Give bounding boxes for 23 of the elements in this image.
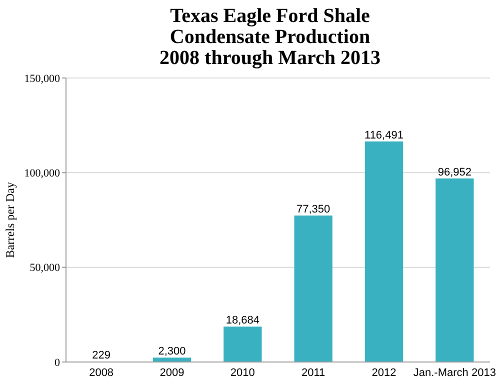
chart-title: Texas Eagle Ford Shale Condensate Production 2008 through March 2013: [160, 5, 380, 69]
x-tick-label: 2010: [230, 367, 255, 379]
y-tick-label: 100,000: [24, 168, 60, 180]
y-tick-label: 50,000: [30, 262, 60, 274]
y-axis-title: Barrels per Day: [3, 182, 17, 258]
data-label: 229: [92, 350, 111, 362]
data-label: 96,952: [438, 166, 472, 178]
bar: [294, 216, 332, 362]
x-tick-label: 2008: [89, 367, 114, 379]
data-label: 18,684: [226, 314, 260, 327]
bar: [224, 326, 262, 362]
y-tick-label: 150,000: [24, 72, 60, 85]
x-tick-label: 2009: [160, 367, 184, 379]
bar: [152, 358, 192, 362]
x-tick-label: 2012: [372, 367, 396, 379]
x-tick-label: 2011: [302, 367, 326, 379]
data-label: 77,350: [296, 204, 330, 216]
bar: [364, 141, 404, 362]
x-tick-label: Jan.-March 2013: [413, 367, 496, 379]
bar: [436, 178, 474, 362]
data-label: 116,491: [364, 129, 404, 142]
data-label: 2,300: [158, 346, 186, 358]
y-tick-label: 0: [54, 356, 60, 369]
